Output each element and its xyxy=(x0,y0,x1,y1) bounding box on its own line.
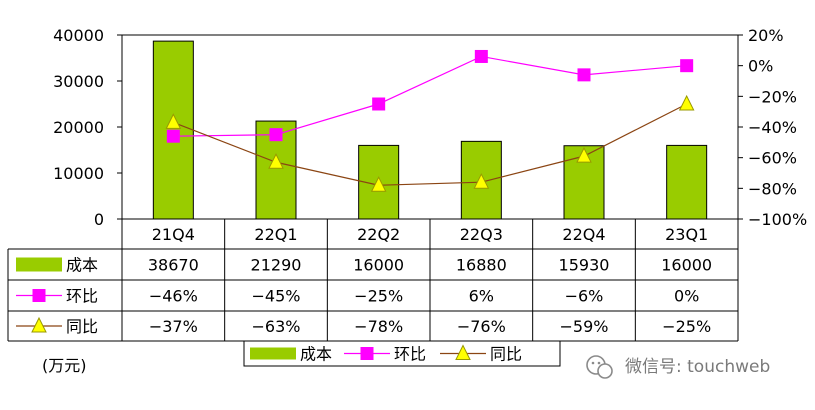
watermark: 微信号: touchweb xyxy=(586,355,770,379)
cell-环比-22Q4: −6% xyxy=(565,287,604,306)
cell-同比-22Q2: −78% xyxy=(354,317,403,336)
line-环比 xyxy=(173,55,687,137)
cell-环比-23Q1: 0% xyxy=(674,287,699,306)
category-label: 22Q2 xyxy=(357,225,400,244)
cell-成本-22Q3: 16880 xyxy=(456,256,507,275)
left-axis-tick-label: 0 xyxy=(94,210,104,229)
cell-环比-22Q3: 6% xyxy=(469,287,494,306)
plot-area xyxy=(121,34,739,220)
cell-成本-22Q1: 21290 xyxy=(251,256,302,275)
cell-同比-22Q3: −76% xyxy=(457,317,506,336)
line-series xyxy=(165,49,695,192)
cell-同比-21Q4: −37% xyxy=(149,317,198,336)
data-table: 21Q4 22Q1 22Q2 22Q3 22Q4 23Q1 成本 38670 21290 1600… xyxy=(7,219,739,342)
legend: 成本 环比 同比 xyxy=(243,340,561,367)
axes: 40000 30000 20000 10000 0 20% 0% −20% −40% −60% −8… xyxy=(53,26,807,229)
legend-label-环比: 环比 xyxy=(394,345,426,364)
point-同比-22Q4 xyxy=(576,147,592,163)
left-axis-tick-label: 30000 xyxy=(53,72,104,91)
category-label: 22Q3 xyxy=(460,225,503,244)
wechat-icon xyxy=(586,355,613,379)
category-label: 22Q4 xyxy=(562,225,605,244)
legend-box xyxy=(243,340,561,367)
cell-环比-22Q2: −25% xyxy=(354,287,403,306)
cell-环比-22Q1: −45% xyxy=(252,287,301,306)
right-axis-tick-label: −80% xyxy=(748,179,797,198)
watermark-text: 微信号: touchweb xyxy=(625,357,770,377)
category-label: 21Q4 xyxy=(152,225,195,244)
cell-同比-22Q1: −63% xyxy=(252,317,301,336)
row-label-同比: 同比 xyxy=(66,317,98,336)
point-环比-21Q4 xyxy=(166,129,180,143)
row-label-环比: 环比 xyxy=(66,287,98,306)
cell-同比-23Q1: −25% xyxy=(662,317,711,336)
legend-key-成本 xyxy=(250,347,296,360)
unit-label: (万元) xyxy=(42,356,87,375)
point-环比-22Q2 xyxy=(372,97,386,111)
left-axis-tick-label: 20000 xyxy=(53,118,104,137)
right-axis-tick-label: −20% xyxy=(748,87,797,106)
row-key-成本 xyxy=(16,257,62,272)
legend-label-同比: 同比 xyxy=(490,345,522,364)
point-同比-21Q4 xyxy=(165,113,182,129)
row-key-marker-环比 xyxy=(32,289,46,302)
right-axis-tick-label: −100% xyxy=(748,210,807,229)
point-同比-22Q3 xyxy=(473,173,490,189)
point-环比-23Q1 xyxy=(680,59,694,73)
cell-成本-22Q2: 16000 xyxy=(353,256,404,275)
line-同比 xyxy=(173,103,687,186)
cell-成本-22Q4: 15930 xyxy=(559,256,610,275)
point-环比-22Q1 xyxy=(269,128,283,142)
right-axis-tick-label: 0% xyxy=(748,57,773,76)
right-axis-tick-label: −60% xyxy=(748,149,797,168)
point-同比-22Q1 xyxy=(268,153,284,169)
row-key-marker-同比 xyxy=(31,316,47,333)
left-axis-tick-label: 40000 xyxy=(53,26,104,45)
point-同比-23Q1 xyxy=(678,94,695,111)
cell-成本-21Q4: 38670 xyxy=(148,256,199,275)
bar-series xyxy=(152,40,708,220)
left-axis-tick-label: 10000 xyxy=(53,164,104,183)
bar-22Q4 xyxy=(563,145,605,220)
cell-环比-21Q4: −46% xyxy=(149,287,198,306)
point-环比-22Q4 xyxy=(577,68,591,82)
right-axis-tick-label: −40% xyxy=(748,118,797,137)
point-环比-22Q3 xyxy=(474,49,488,63)
row-label-成本: 成本 xyxy=(66,256,98,275)
point-同比-22Q2 xyxy=(370,176,387,192)
bar-23Q1 xyxy=(666,144,708,220)
right-axis-tick-label: 20% xyxy=(748,26,784,45)
legend-key-marker-环比 xyxy=(360,347,374,360)
cell-同比-22Q4: −59% xyxy=(560,317,609,336)
plot-frame xyxy=(121,34,739,220)
legend-label-成本: 成本 xyxy=(300,345,332,364)
cell-成本-23Q1: 16000 xyxy=(661,256,712,275)
category-label: 23Q1 xyxy=(665,225,708,244)
category-label: 22Q1 xyxy=(254,225,297,244)
legend-key-marker-同比 xyxy=(455,344,471,360)
